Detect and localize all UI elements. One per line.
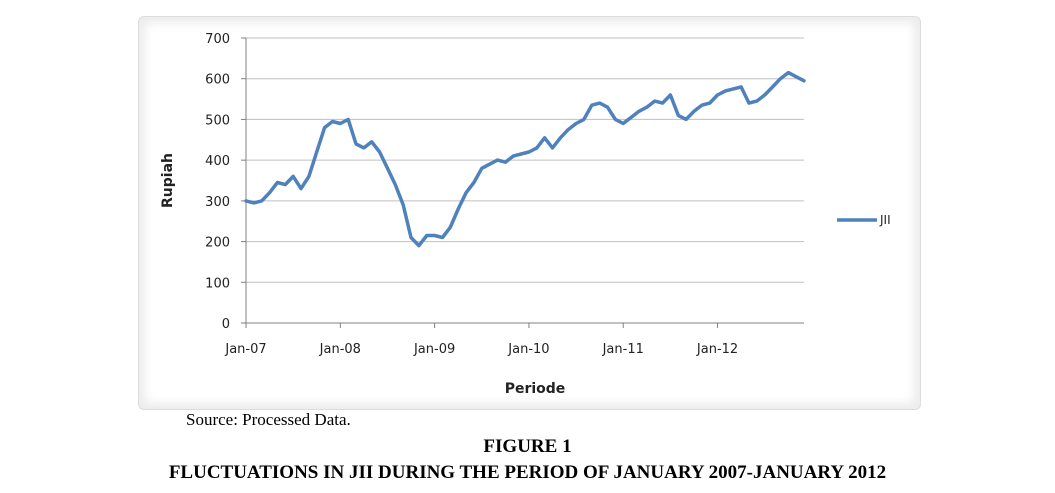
y-tick-label: 500 [205,113,230,128]
y-tick-label: 600 [205,73,230,88]
x-tick-label: Jan-11 [602,342,644,357]
series-line-jii [244,70,806,248]
y-axis-title: Rupiah [160,153,176,208]
x-tick-label: Jan-10 [507,342,549,357]
x-tick-label: Jan-09 [413,342,455,357]
y-tick-label: 700 [205,32,230,47]
y-tick-label: 0 [222,317,230,332]
y-tick-label: 100 [205,276,230,291]
y-tick-label: 400 [205,154,230,169]
y-tick-label: 200 [205,236,230,251]
source-note: Source: Processed Data. [186,410,351,429]
legend-label: JII [879,213,891,227]
figure-label: FIGURE 1 [483,436,572,457]
y-tick-label: 300 [205,195,230,210]
x-tick-label: Jan-12 [696,342,738,357]
x-tick-label: Jan-07 [224,342,266,357]
chart-panel: 0 100 200 300 400 500 600 700 Jan-07 Jan-08 Jan-09… [138,16,921,410]
x-tick-label: Jan-08 [319,342,361,357]
x-axis-title: Periode [505,381,566,397]
figure-caption: FLUCTUATIONS IN JII DURING THE PERIOD OF… [168,462,887,483]
line-chart: 0 100 200 300 400 500 600 700 Jan-07 Jan-08 Jan-09… [160,32,891,397]
